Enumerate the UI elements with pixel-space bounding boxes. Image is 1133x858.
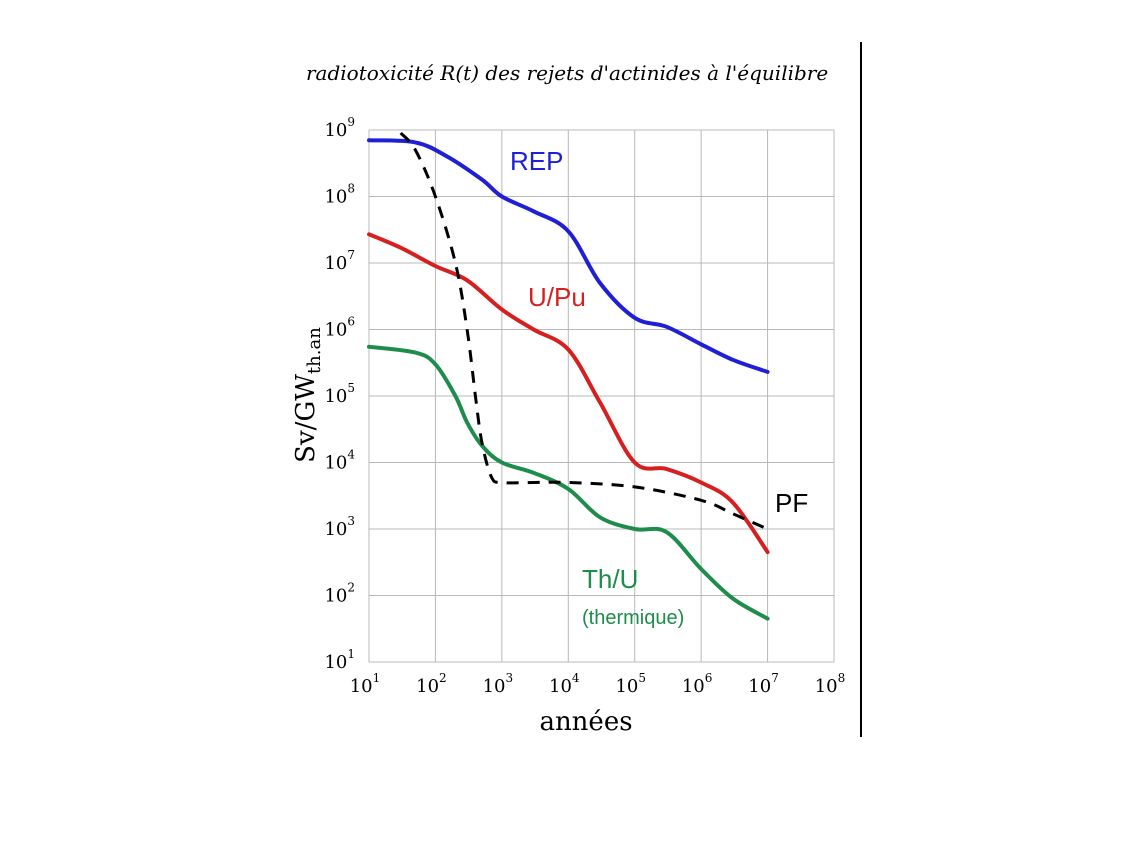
x-tick-label: 103 xyxy=(483,671,514,697)
series-line-pf xyxy=(399,131,769,531)
plot-area xyxy=(367,131,770,621)
y-tick-label: 101 xyxy=(324,647,355,673)
y-tick-label: 103 xyxy=(324,514,355,540)
x-axis-label: années xyxy=(539,707,632,737)
x-tick-label: 102 xyxy=(416,671,447,697)
y-tick-label: 109 xyxy=(324,115,355,141)
x-tick-label: 105 xyxy=(615,671,646,697)
y-tick-label: 106 xyxy=(324,315,355,341)
x-tick-label: 108 xyxy=(815,671,846,697)
y-tick-label: 102 xyxy=(324,581,355,607)
series-label-rep: REP xyxy=(510,146,563,176)
x-tick-label: 106 xyxy=(682,671,713,697)
y-axis-label: Sv/GWth.an xyxy=(291,327,325,463)
y-axis-label-main: Sv/GW xyxy=(291,374,321,463)
series-labels: REP U/Pu Th/U (thermique) PF xyxy=(510,146,808,629)
y-tick-labels: 101 102 103 104 105 106 107 108 109 xyxy=(324,115,355,673)
x-tick-label: 107 xyxy=(748,671,779,697)
series-line-th-u xyxy=(367,344,770,621)
x-tick-labels: 101 102 103 104 105 106 107 108 xyxy=(350,671,846,697)
x-tick-label: 101 xyxy=(350,671,381,697)
x-tick-label: 104 xyxy=(549,671,580,697)
y-tick-label: 108 xyxy=(324,182,355,208)
y-tick-label: 105 xyxy=(324,381,355,407)
series-sublabel-th-u: (thermique) xyxy=(582,607,684,629)
y-tick-label: 107 xyxy=(324,248,355,274)
series-label-th-u: Th/U xyxy=(582,564,638,594)
y-tick-label: 104 xyxy=(324,448,355,474)
series-label-pf: PF xyxy=(775,488,808,518)
chart-title: radiotoxicité R(t) des rejets d'actinide… xyxy=(306,61,828,85)
series-label-u-pu: U/Pu xyxy=(528,282,586,312)
y-axis-label-sub: th.an xyxy=(304,327,325,374)
chart-grid xyxy=(368,129,835,663)
series-line-rep xyxy=(367,138,770,374)
series-line-u-pu xyxy=(367,232,770,555)
